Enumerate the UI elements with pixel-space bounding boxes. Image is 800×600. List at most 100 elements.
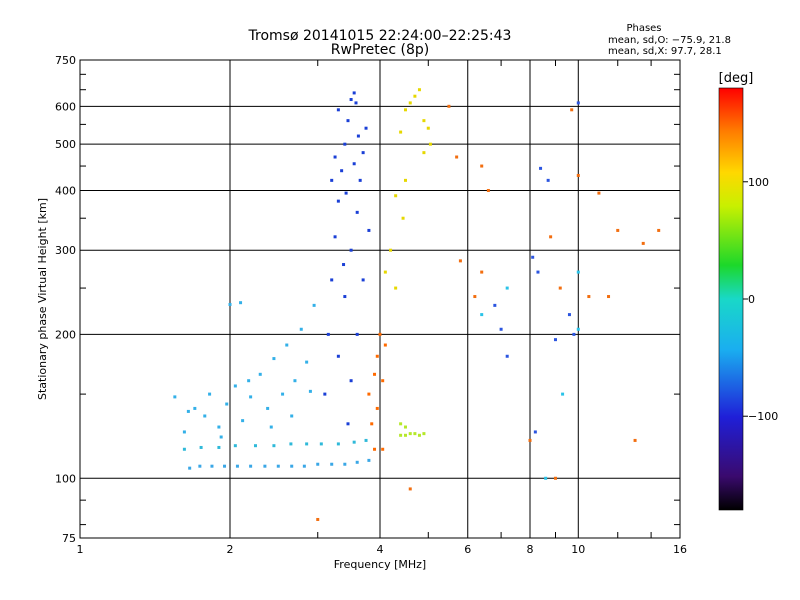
data-point: [576, 270, 580, 274]
data-point: [458, 259, 462, 263]
data-point: [413, 432, 417, 436]
data-point: [455, 155, 459, 159]
data-point: [346, 119, 350, 123]
y-tick-label: 200: [55, 328, 76, 341]
y-tick-label: 300: [55, 244, 76, 257]
data-point: [316, 462, 320, 466]
x-tick-label: 16: [673, 543, 687, 556]
data-point: [493, 303, 497, 307]
data-point: [343, 142, 347, 146]
data-point: [422, 432, 426, 436]
data-point: [570, 108, 574, 112]
data-point: [326, 332, 330, 336]
data-point: [641, 241, 645, 245]
minor-ticks: [80, 60, 680, 538]
data-point: [572, 332, 576, 336]
data-point: [576, 101, 580, 105]
data-point: [422, 119, 426, 123]
data-point: [235, 464, 239, 468]
data-point: [558, 286, 562, 290]
data-point: [364, 438, 368, 442]
data-point: [633, 438, 637, 442]
data-point: [401, 216, 405, 220]
data-point: [375, 354, 379, 358]
data-point: [355, 332, 359, 336]
stats-o-mode: mean, sd,O: −75.9, 21.8: [608, 35, 731, 46]
x-tick-label: 8: [527, 543, 534, 556]
data-point: [223, 464, 227, 468]
data-point: [364, 126, 368, 130]
x-tick-label: 4: [377, 543, 384, 556]
data-point: [219, 435, 223, 439]
data-point: [228, 302, 232, 306]
data-point: [426, 126, 430, 130]
data-point: [344, 191, 348, 195]
data-point: [447, 104, 451, 108]
data-point: [266, 406, 270, 410]
x-tick-label: 2: [227, 543, 234, 556]
data-point: [536, 270, 540, 274]
data-point: [208, 392, 212, 396]
data-point: [553, 476, 557, 480]
data-point: [316, 517, 320, 521]
data-point: [336, 442, 340, 446]
x-axis-label: Frequency [MHz]: [334, 558, 426, 571]
data-point: [346, 422, 350, 426]
data-point: [486, 188, 490, 192]
data-point: [217, 425, 221, 429]
data-point: [199, 445, 203, 449]
data-point: [378, 332, 382, 336]
data-point: [225, 402, 229, 406]
data-point: [354, 101, 358, 105]
data-point: [323, 392, 327, 396]
chart-title: Tromsø 20141015 22:24:00–22:25:43: [248, 28, 512, 44]
data-point: [505, 286, 509, 290]
data-point: [403, 433, 407, 437]
data-point: [480, 313, 484, 317]
data-point: [394, 286, 398, 290]
x-tick-label: 10: [571, 543, 585, 556]
data-point: [657, 228, 661, 232]
data-point: [389, 248, 393, 252]
data-point: [352, 91, 356, 95]
data-point: [193, 406, 197, 410]
data-point: [417, 433, 421, 437]
data-point: [403, 108, 407, 112]
colorbar-tick-label: 100: [748, 176, 769, 189]
data-point: [394, 194, 398, 198]
data-point: [417, 88, 421, 92]
y-tick-label: 75: [62, 532, 76, 545]
data-point: [370, 422, 374, 426]
data-point: [356, 134, 360, 138]
data-point: [367, 458, 371, 462]
data-point: [239, 301, 243, 305]
data-point: [576, 173, 580, 177]
data-point: [336, 354, 340, 358]
colorbar-label: [deg]: [719, 71, 754, 86]
data-point: [281, 392, 285, 396]
data-point: [408, 432, 412, 436]
data-point: [473, 295, 477, 299]
data-point: [343, 295, 347, 299]
data-point: [249, 464, 253, 468]
data-point: [367, 228, 371, 232]
grid-lines: [80, 60, 680, 538]
data-point: [258, 372, 262, 376]
data-point: [499, 327, 503, 331]
data-point: [272, 444, 276, 448]
data-point: [553, 338, 557, 342]
data-point: [607, 295, 611, 299]
x-tick-label: 1: [77, 543, 84, 556]
data-point: [198, 464, 202, 468]
data-point: [408, 487, 412, 491]
data-point: [342, 263, 346, 267]
data-point: [333, 155, 337, 159]
y-tick-label: 400: [55, 184, 76, 197]
y-tick-label: 750: [55, 54, 76, 67]
data-point: [333, 235, 337, 239]
data-point: [302, 464, 306, 468]
data-point: [233, 384, 237, 388]
data-point: [352, 162, 356, 166]
data-point: [367, 392, 371, 396]
